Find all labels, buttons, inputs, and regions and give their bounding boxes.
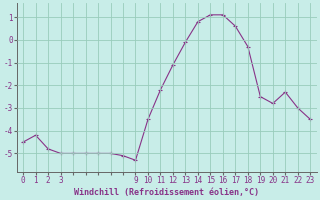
X-axis label: Windchill (Refroidissement éolien,°C): Windchill (Refroidissement éolien,°C) xyxy=(74,188,259,197)
